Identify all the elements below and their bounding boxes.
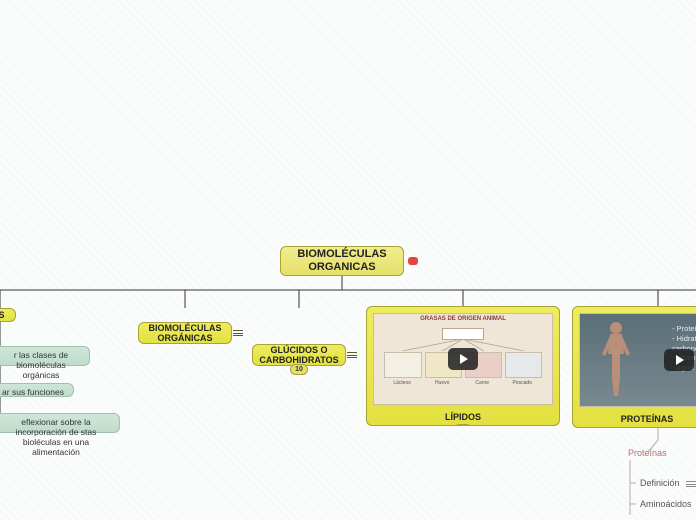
root-node[interactable]: BIOMOLÉCULAS ORGANICAS (280, 246, 404, 276)
branch-objetivos[interactable]: OS (0, 308, 16, 322)
body-silhouette-icon (594, 320, 638, 398)
menu-icon[interactable] (686, 479, 696, 489)
branch-lipidos-label: LÍPIDOS (367, 412, 559, 422)
branch-proteinas[interactable]: - Proteínas - Hidratos de carbono - Vita… (572, 306, 696, 428)
expand-marker[interactable] (408, 257, 418, 265)
branch-glucidos-label: GLÚCIDOS O CARBOHIDRATOS (259, 345, 339, 366)
proteinas-thumbnail[interactable]: - Proteínas - Hidratos de carbono - Vita… (579, 313, 696, 407)
lipidos-thumbnail[interactable]: GRASAS DE ORIGEN ANIMAL Lácteos Huevo Ca… (373, 313, 553, 405)
root-title: BIOMOLÉCULAS ORGANICAS (287, 248, 397, 273)
branch-lipidos[interactable]: GRASAS DE ORIGEN ANIMAL Lácteos Huevo Ca… (366, 306, 560, 426)
mindmap-canvas[interactable]: BIOMOLÉCULAS ORGANICAS OS BIOMOLÉCULAS O… (0, 0, 696, 520)
menu-icon[interactable] (233, 328, 243, 338)
branch-glucidos[interactable]: GLÚCIDOS O CARBOHIDRATOS 10 (252, 344, 346, 366)
child-count-badge[interactable]: 10 (290, 364, 308, 375)
child-count-badge[interactable]: 7 (454, 424, 472, 426)
branch-objetivos-label: OS (0, 310, 5, 320)
branch-biomoleculas-label: BIOMOLÉCULAS ORGÁNICAS (145, 323, 225, 344)
play-icon[interactable] (448, 348, 478, 370)
note-text: ar sus funciones (2, 387, 64, 397)
menu-icon[interactable] (347, 350, 357, 360)
subtree-item-aminoacidos[interactable]: Aminoácidos (640, 499, 692, 509)
branch-proteinas-label: PROTEÍNAS (573, 414, 696, 424)
note-funciones[interactable]: ar sus funciones (0, 383, 74, 397)
play-icon[interactable] (664, 349, 694, 371)
lipidos-thumb-header: GRASAS DE ORIGEN ANIMAL (374, 316, 552, 322)
subtree-proteinas-label[interactable]: Proteínas (628, 448, 667, 458)
branch-biomoleculas[interactable]: BIOMOLÉCULAS ORGÁNICAS (138, 322, 232, 344)
note-text: r las clases de biomoléculas orgánicas (14, 350, 68, 380)
note-clases[interactable]: r las clases de biomoléculas orgánicas (0, 346, 90, 366)
note-text: eflexionar sobre la incorporación de sta… (16, 417, 97, 457)
note-reflexionar[interactable]: eflexionar sobre la incorporación de sta… (0, 413, 120, 433)
subtree-item-definicion[interactable]: Definición (640, 478, 680, 488)
